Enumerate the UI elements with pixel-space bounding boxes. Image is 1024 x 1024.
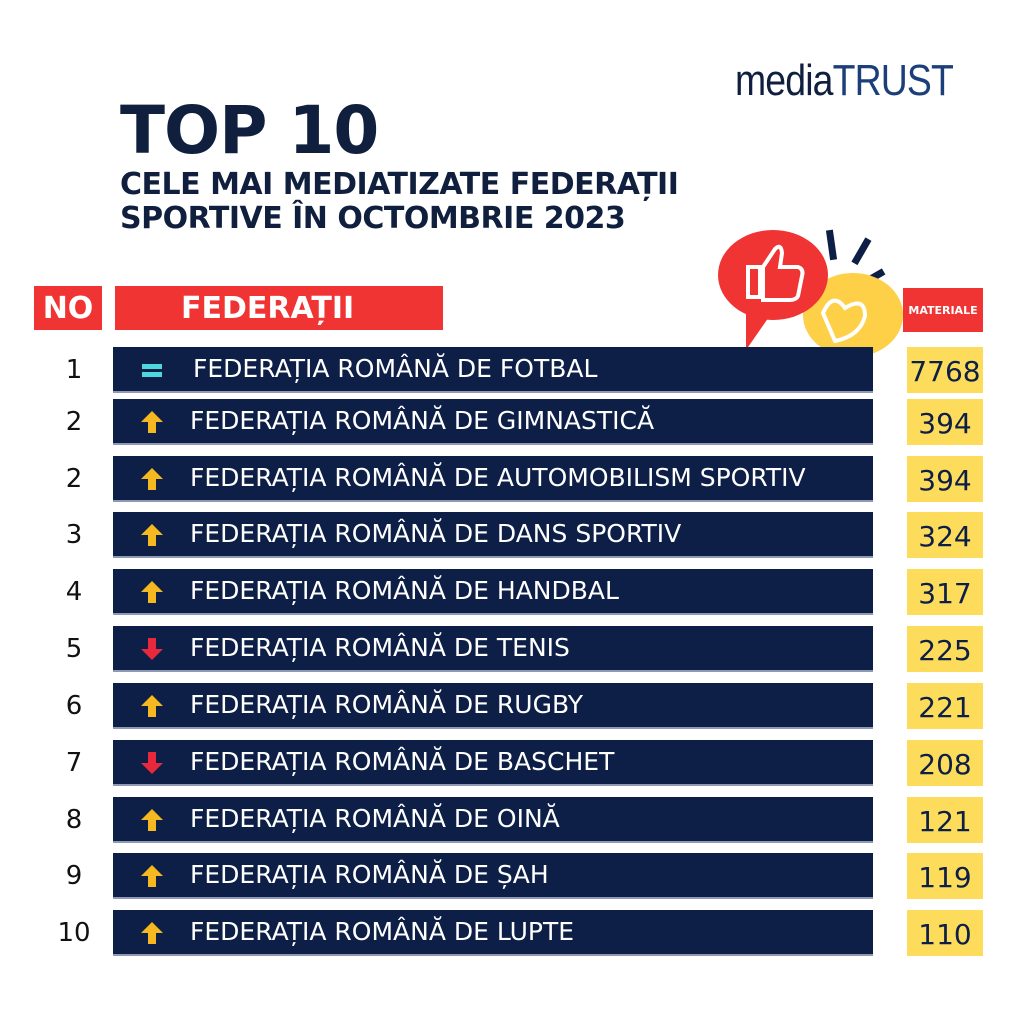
table-row: 4 FEDERAȚIA ROMÂNĂ DE HANDBAL 317 [0,569,1024,615]
header-federatii: FEDERAȚII [115,286,443,330]
federation-name: FEDERAȚIA ROMÂNĂ DE TENIS [190,633,570,662]
federation-name: FEDERAȚIA ROMÂNĂ DE OINĂ [190,804,560,833]
materiale-count: 394 [907,456,983,502]
materiale-count: 208 [907,740,983,786]
rank-number: 6 [65,691,83,721]
federation-name: FEDERAȚIA ROMÂNĂ DE HANDBAL [190,576,619,605]
federation-bar: FEDERAȚIA ROMÂNĂ DE TENIS [113,626,873,672]
trend-up-icon [139,807,165,833]
trend-down-icon [139,750,165,776]
federation-name: FEDERAȚIA ROMÂNĂ DE AUTOMOBILISM SPORTIV [190,463,806,492]
federation-bar: FEDERAȚIA ROMÂNĂ DE OINĂ [113,797,873,843]
mediatrust-logo: mediaTRUST [735,56,954,106]
page-title: TOP 10 [120,92,379,169]
trend-up-icon [139,920,165,946]
rank-number: 1 [65,355,83,385]
rank-number: 7 [65,748,83,778]
materiale-count: 110 [907,910,983,956]
federation-bar: FEDERAȚIA ROMÂNĂ DE LUPTE [113,910,873,956]
federation-name: FEDERAȚIA ROMÂNĂ DE FOTBAL [193,354,598,383]
trend-up-icon [139,693,165,719]
rank-number: 9 [65,861,83,891]
federation-name: FEDERAȚIA ROMÂNĂ DE DANS SPORTIV [190,519,682,548]
subtitle-line-2: SPORTIVE ÎN OCTOMBRIE 2023 [120,201,626,236]
rank-number: 4 [65,577,83,607]
federation-bar: FEDERAȚIA ROMÂNĂ DE DANS SPORTIV [113,512,873,558]
federation-name: FEDERAȚIA ROMÂNĂ DE BASCHET [190,747,615,776]
materiale-count: 317 [907,569,983,615]
trend-up-icon [139,409,165,435]
table-row: 8 FEDERAȚIA ROMÂNĂ DE OINĂ 121 [0,797,1024,843]
rank-number: 10 [57,918,91,948]
federation-bar: FEDERAȚIA ROMÂNĂ DE BASCHET [113,740,873,786]
logo-prefix: media [735,56,833,105]
materiale-count: 225 [907,626,983,672]
table-row: 6 FEDERAȚIA ROMÂNĂ DE RUGBY 221 [0,683,1024,729]
materiale-count: 324 [907,512,983,558]
thumbs-up-heart-illustration [718,229,903,355]
materiale-count: 394 [907,399,983,445]
federation-bar: FEDERAȚIA ROMÂNĂ DE FOTBAL [113,347,873,393]
materiale-count: 7768 [907,347,983,393]
materiale-count: 119 [907,853,983,899]
subtitle-line-1: CELE MAI MEDIATIZATE FEDERAȚII [120,167,679,202]
page-subtitle: CELE MAI MEDIATIZATE FEDERAȚII SPORTIVE Î… [120,167,679,236]
header-no: NO [34,286,102,330]
trend-up-icon [139,522,165,548]
rank-number: 2 [65,464,83,494]
table-row: 3 FEDERAȚIA ROMÂNĂ DE DANS SPORTIV 324 [0,512,1024,558]
federation-name: FEDERAȚIA ROMÂNĂ DE GIMNASTICĂ [190,406,655,435]
federation-name: FEDERAȚIA ROMÂNĂ DE RUGBY [190,690,583,719]
federation-name: FEDERAȚIA ROMÂNĂ DE ȘAH [190,860,549,889]
federation-bar: FEDERAȚIA ROMÂNĂ DE RUGBY [113,683,873,729]
federation-bar: FEDERAȚIA ROMÂNĂ DE AUTOMOBILISM SPORTIV [113,456,873,502]
table-row: 2 FEDERAȚIA ROMÂNĂ DE GIMNASTICĂ 394 [0,399,1024,445]
federation-bar: FEDERAȚIA ROMÂNĂ DE GIMNASTICĂ [113,399,873,445]
trend-equal-icon [139,357,165,383]
table-row: 9 FEDERAȚIA ROMÂNĂ DE ȘAH 119 [0,853,1024,899]
trend-up-icon [139,466,165,492]
federation-bar: FEDERAȚIA ROMÂNĂ DE HANDBAL [113,569,873,615]
trend-up-icon [139,579,165,605]
materiale-count: 221 [907,683,983,729]
trend-down-icon [139,636,165,662]
rank-number: 8 [65,805,83,835]
federation-name: FEDERAȚIA ROMÂNĂ DE LUPTE [190,917,575,946]
table-row: 1 FEDERAȚIA ROMÂNĂ DE FOTBAL 7768 [0,347,1024,393]
trend-up-icon [139,863,165,889]
rank-number: 3 [65,520,83,550]
table-row: 2 FEDERAȚIA ROMÂNĂ DE AUTOMOBILISM SPORT… [0,456,1024,502]
table-row: 7 FEDERAȚIA ROMÂNĂ DE BASCHET 208 [0,740,1024,786]
rank-number: 5 [65,634,83,664]
logo-suffix: TRUST [832,56,954,105]
header-materiale: MATERIALE [903,288,983,332]
table-row: 5 FEDERAȚIA ROMÂNĂ DE TENIS 225 [0,626,1024,672]
materiale-count: 121 [907,797,983,843]
table-row: 10 FEDERAȚIA ROMÂNĂ DE LUPTE 110 [0,910,1024,956]
federation-bar: FEDERAȚIA ROMÂNĂ DE ȘAH [113,853,873,899]
rank-number: 2 [65,407,83,437]
